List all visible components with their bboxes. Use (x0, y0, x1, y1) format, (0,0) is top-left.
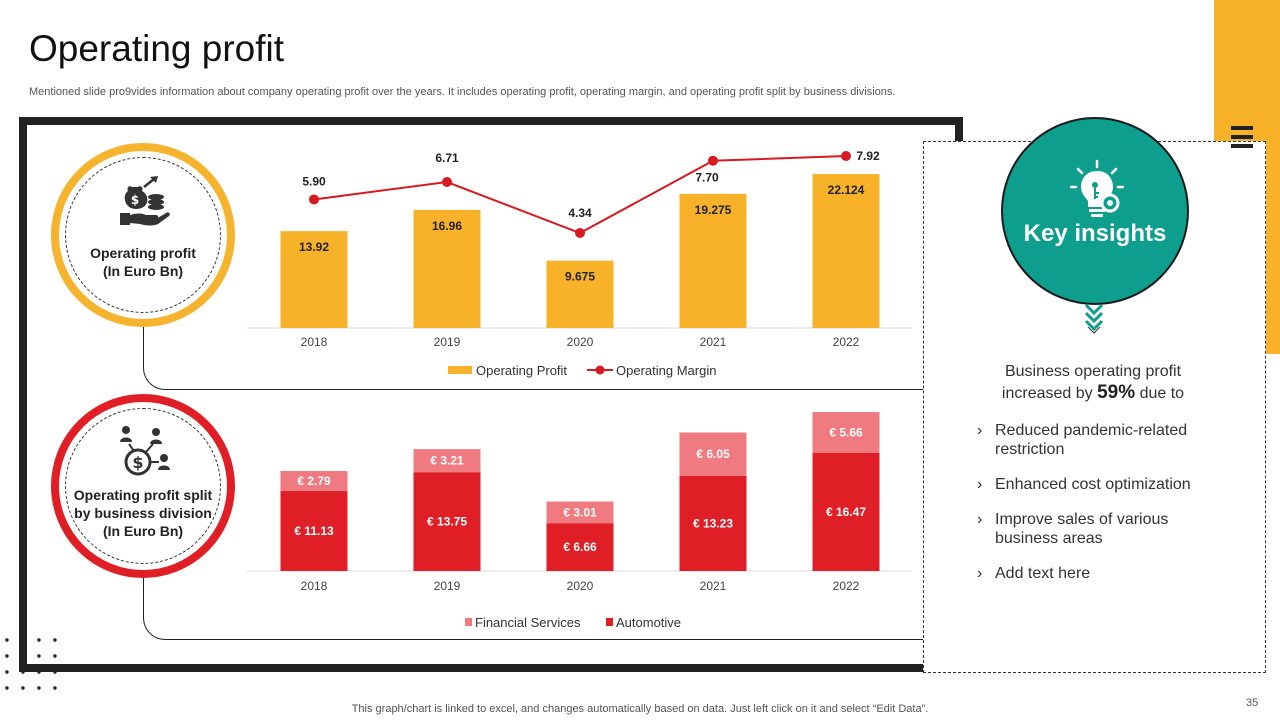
page-number: 35 (1246, 697, 1259, 709)
x-tick-label: 2019 (434, 335, 461, 349)
x-tick-label: 2020 (567, 335, 594, 349)
operating-margin-point (841, 151, 851, 161)
legend-label: Operating Profit (476, 363, 567, 378)
bar-data-label: 19.275 (695, 203, 732, 217)
financial-services-bar (280, 470, 348, 492)
automotive-bar (812, 452, 880, 571)
badge-dashed-ring (65, 408, 221, 564)
line-data-label: 6.71 (435, 151, 459, 165)
operating-profit-bar (413, 209, 481, 328)
bar-data-label: € 2.79 (297, 474, 331, 488)
operating-margin-point (442, 177, 452, 188)
automotive-bar (546, 523, 614, 571)
x-tick-label: 2022 (833, 335, 860, 349)
bar-data-label: € 13.75 (427, 515, 467, 529)
bar-data-label: € 16.47 (826, 505, 866, 519)
x-tick-label: 2018 (301, 579, 328, 593)
insight-lead-text: Business operating profit increased by 5… (986, 361, 1200, 404)
financial-services-bar (679, 432, 747, 476)
line-data-label: 7.70 (695, 171, 719, 185)
badge-label-line: (In Euro Bn) (102, 523, 184, 539)
insight-percentage: 59% (1097, 382, 1136, 403)
operating-margin-line (313, 155, 847, 235)
footnote: This graph/chart is linked to excel, and… (351, 703, 929, 715)
list-item: Improve sales of various business areas (975, 510, 1215, 548)
operating-margin-point (309, 194, 319, 205)
page-subtitle: Mentioned slide pro9vides information ab… (29, 86, 896, 98)
menu-icon[interactable] (1231, 126, 1253, 156)
key-insights-title: Key insights (1023, 220, 1167, 247)
key-insights-circle: Key insights (1001, 117, 1189, 305)
chevron-down-icon (1085, 303, 1103, 334)
bar-data-label: € 3.01 (563, 505, 597, 519)
badge-label-line: (In Euro Bn) (102, 263, 184, 279)
badge-label-line: Operating profit (90, 245, 196, 261)
division-split-badge: $ Operating profit split by business div… (51, 394, 235, 578)
list-item: Add text here (975, 564, 1215, 583)
line-data-label: 5.90 (302, 174, 326, 188)
bar-data-label: € 6.66 (563, 540, 597, 554)
operating-profit-badge: $ Operating profit (In Euro Bn) (51, 143, 235, 327)
list-item: Enhanced cost optimization (975, 475, 1215, 494)
bar-data-label: 9.675 (565, 270, 595, 284)
svg-text:$: $ (131, 193, 139, 207)
legend-swatch-automotive (606, 618, 613, 626)
x-tick-label: 2019 (434, 579, 461, 593)
dot-grid-decoration (5, 638, 57, 690)
bar-data-label: 22.124 (828, 183, 865, 197)
operating-profit-bar (812, 174, 880, 328)
financial-services-bar (413, 449, 481, 473)
automotive-bar (280, 491, 348, 571)
automotive-bar (679, 475, 747, 571)
financial-services-bar (812, 412, 880, 453)
money-hand-growth-icon: $ (120, 176, 170, 226)
automotive-bar (413, 472, 481, 571)
operating-profit-bar (679, 193, 747, 328)
insight-lead-part: Business operating profit increased by (1001, 363, 1182, 402)
badge-label-line: by business division (74, 505, 212, 521)
x-tick-label: 2020 (567, 579, 594, 593)
financial-services-bar (546, 501, 614, 524)
line-data-label: 7.92 (856, 149, 880, 163)
bar-data-label: 13.92 (299, 240, 329, 254)
bar-data-label: € 3.21 (430, 454, 464, 468)
bar-data-label: € 5.66 (829, 425, 863, 439)
division-split-badge-label: Operating profit split by business divis… (59, 486, 227, 540)
x-tick-label: 2018 (301, 335, 328, 349)
operating-profit-badge-label: Operating profit (In Euro Bn) (59, 244, 227, 280)
legend-label: Financial Services (475, 615, 581, 630)
legend-label: Automotive (616, 615, 681, 630)
list-item: Reduced pandemic-related restriction (975, 421, 1215, 459)
bar-data-label: € 11.13 (294, 524, 334, 538)
bar-data-label: 16.96 (432, 219, 462, 233)
badge-dashed-ring (65, 157, 221, 313)
lightbulb-gear-icon (1070, 159, 1124, 217)
svg-text:$: $ (132, 453, 143, 472)
legend-swatch-financial-services (465, 618, 472, 626)
x-tick-label: 2021 (700, 335, 727, 349)
connector-bracket-bottom (143, 570, 933, 640)
x-tick-label: 2021 (700, 579, 727, 593)
badge-label-line: Operating profit split (73, 487, 213, 503)
legend-label: Operating Margin (616, 363, 716, 378)
page-title: Operating profit (29, 28, 285, 69)
connector-bracket-top (143, 320, 933, 390)
x-tick-label: 2022 (833, 579, 860, 593)
insight-list: Reduced pandemic-related restriction Enh… (975, 421, 1215, 599)
bar-data-label: € 6.05 (696, 447, 730, 461)
line-data-label: 4.34 (568, 206, 592, 220)
insight-lead-part: due to (1139, 385, 1185, 402)
legend-marker-operating-margin (595, 365, 605, 375)
dollar-network-icon: $ (120, 426, 170, 476)
operating-profit-bar (546, 260, 614, 328)
bar-data-label: € 13.23 (693, 516, 733, 530)
legend-swatch-operating-profit (448, 366, 472, 374)
operating-margin-point (575, 228, 585, 238)
operating-profit-bar (280, 231, 348, 328)
operating-margin-point (708, 155, 718, 166)
